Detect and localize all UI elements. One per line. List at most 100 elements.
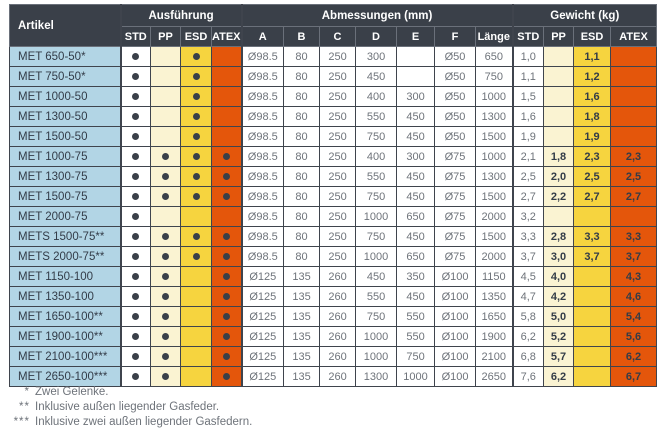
weight-cell-std: 3,2 [511, 206, 545, 227]
availability-dot-icon [132, 273, 140, 281]
dim-cell-c: 250 [319, 66, 357, 87]
availability-dot-icon [222, 193, 230, 201]
exec-cell-pp [150, 366, 181, 387]
weight-cell-atex: 4,6 [610, 286, 658, 307]
dim-cell-a: Ø98.5 [240, 106, 285, 127]
availability-dot-icon [132, 253, 140, 261]
dim-cell-l-nge: 1000 [475, 86, 514, 107]
dim-cell-a: Ø125 [240, 326, 285, 347]
availability-dot-icon [132, 133, 140, 141]
table-row: METS 2000-75** Ø98.5 80 250 1000 650 Ø75 2000 3,… [9, 246, 658, 267]
weight-cell-std: 1,1 [511, 66, 545, 87]
column-header-atex: ATEX [210, 26, 243, 47]
dim-cell-b: 80 [283, 126, 321, 147]
section-header-gewicht: Gewicht (kg) [511, 4, 658, 27]
availability-dot-icon [162, 273, 169, 281]
weight-cell-pp [543, 206, 575, 227]
weight-cell-atex [610, 86, 658, 107]
exec-cell-pp [150, 146, 181, 167]
dim-cell-a: Ø98.5 [240, 126, 285, 147]
availability-dot-icon [192, 73, 200, 81]
dim-cell-f: Ø50 [434, 46, 477, 67]
weight-cell-pp: 3,0 [543, 246, 575, 267]
weight-cell-pp: 6,2 [543, 366, 575, 387]
exec-cell-std [119, 346, 151, 367]
availability-dot-icon [192, 53, 200, 61]
exec-cell-std [119, 206, 151, 227]
dim-cell-f: Ø100 [434, 346, 477, 367]
weight-cell-atex: 6,2 [610, 346, 658, 367]
footnote-text: Inklusive außen liegender Gasfeder. [35, 401, 220, 413]
column-header-l-nge: Länge [475, 26, 514, 47]
weight-cell-std: 4,5 [511, 266, 545, 287]
dim-cell-e: 450 [396, 286, 436, 307]
weight-cell-std: 3,7 [511, 246, 545, 267]
dim-cell-e: 450 [396, 126, 436, 147]
dim-cell-a: Ø98.5 [240, 186, 285, 207]
dim-cell-b: 135 [283, 366, 321, 387]
exec-cell-esd [180, 86, 212, 107]
exec-cell-pp [150, 306, 181, 327]
dim-cell-a: Ø125 [240, 286, 285, 307]
weight-cell-atex [610, 206, 658, 227]
weight-cell-esd [573, 266, 612, 287]
dim-cell-b: 80 [283, 106, 321, 127]
exec-cell-atex [210, 146, 243, 167]
dim-cell-d: 750 [355, 306, 398, 327]
exec-cell-esd [180, 146, 212, 167]
dim-cell-e [396, 66, 436, 87]
artikel-cell: MET 2000-75 [9, 206, 121, 227]
dim-cell-l-nge: 1650 [475, 306, 514, 327]
exec-cell-std [119, 226, 151, 247]
availability-dot-icon [132, 73, 140, 81]
weight-cell-esd: 1,9 [573, 126, 612, 147]
table-row: MET 1000-50 Ø98.5 80 250 400 300 Ø50 1000 1,5 1,6 [9, 86, 658, 107]
artikel-cell: METS 1500-75** [9, 226, 121, 247]
footnote-mark: * [24, 386, 30, 398]
exec-cell-pp [150, 226, 181, 247]
exec-cell-pp [150, 46, 181, 67]
dim-cell-l-nge: 1150 [475, 266, 514, 287]
dim-cell-a: Ø98.5 [240, 246, 285, 267]
footnote-mark: ** [19, 401, 30, 413]
table-row: MET 2650-100*** Ø125 135 260 1300 1000 Ø100 265… [9, 366, 658, 387]
availability-dot-icon [132, 213, 140, 221]
column-header-f: F [434, 26, 477, 47]
artikel-cell: MET 1350-100 [9, 286, 121, 307]
exec-cell-std [119, 166, 151, 187]
dim-cell-e: 1000 [396, 366, 436, 387]
exec-cell-pp [150, 246, 181, 267]
dim-cell-f: Ø75 [434, 206, 477, 227]
weight-cell-atex [610, 106, 658, 127]
availability-dot-icon [192, 133, 200, 141]
dim-cell-d: 300 [355, 46, 398, 67]
dim-cell-f: Ø50 [434, 106, 477, 127]
artikel-cell: MET 1900-100** [9, 326, 121, 347]
table-row: MET 650-50* Ø98.5 80 250 300 Ø50 650 1,0 1,1 [9, 46, 658, 67]
weight-cell-atex: 5,4 [610, 306, 658, 327]
dim-cell-c: 260 [319, 266, 357, 287]
exec-cell-std [119, 66, 151, 87]
weight-cell-pp [543, 126, 575, 147]
exec-cell-std [119, 106, 151, 127]
dim-cell-a: Ø125 [240, 266, 285, 287]
column-header-std: STD [119, 26, 151, 47]
exec-cell-esd [180, 246, 212, 267]
dim-cell-d: 750 [355, 186, 398, 207]
dim-cell-b: 80 [283, 186, 321, 207]
dim-cell-e: 450 [396, 226, 436, 247]
dim-cell-e: 450 [396, 166, 436, 187]
dim-cell-c: 250 [319, 226, 357, 247]
dim-cell-c: 250 [319, 166, 357, 187]
dim-cell-f: Ø100 [434, 326, 477, 347]
weight-cell-std: 2,7 [511, 186, 545, 207]
exec-cell-std [119, 266, 151, 287]
exec-cell-pp [150, 266, 181, 287]
dim-cell-d: 1000 [355, 246, 398, 267]
dim-cell-d: 550 [355, 166, 398, 187]
dim-cell-a: Ø98.5 [240, 46, 285, 67]
table-row: MET 1350-100 Ø125 135 260 550 450 Ø100 1350 4,7 4… [9, 286, 658, 307]
dim-cell-l-nge: 1000 [475, 146, 514, 167]
dim-cell-e: 650 [396, 246, 436, 267]
weight-cell-std: 1,9 [511, 126, 545, 147]
